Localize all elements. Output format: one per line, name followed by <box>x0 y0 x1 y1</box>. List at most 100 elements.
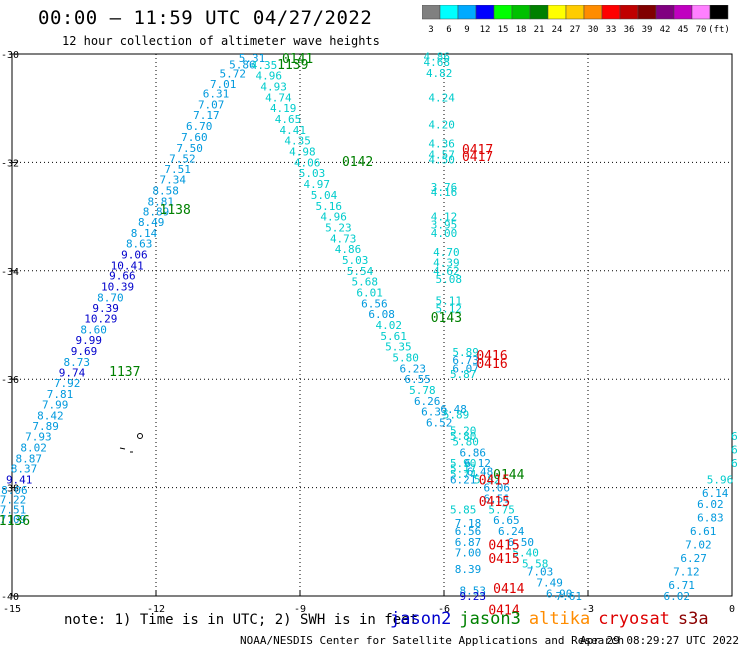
swh-value-label: 7.99 <box>42 399 69 412</box>
swh-value-label: 7.51 <box>0 503 26 516</box>
legend-jason3: jason3 <box>459 609 521 629</box>
swh-value-label: 6.33 <box>421 406 448 419</box>
swh-value-label: 6.08 <box>368 308 395 321</box>
swh-value-label: 5.23 <box>325 221 352 234</box>
swh-value-label: 4.02 <box>376 319 403 332</box>
pass-time-annotation: 0415 <box>488 539 519 554</box>
swh-value-label: 5.54 <box>347 265 374 278</box>
swh-value-label: 9.74 <box>59 367 86 380</box>
swh-value-label: 9.39 <box>92 302 119 315</box>
swh-value-label: 6.51 <box>484 492 511 505</box>
swh-value-label: 5.85 <box>450 503 477 516</box>
pass-time-annotation: 0142 <box>342 155 373 170</box>
swh-value-label: 4.19 <box>270 102 297 115</box>
swh-value-label: 3.95 <box>431 219 458 232</box>
swh-value-label: 4.20 <box>428 118 455 131</box>
swh-value-label: 6.55 <box>404 373 431 386</box>
swh-value-label: 4.93 <box>260 81 287 94</box>
swh-value-label: 5.40 <box>512 547 539 560</box>
swh-value-label: 6.07 <box>452 362 479 375</box>
pass-time-annotation: 0141 <box>282 52 313 67</box>
swh-value-label: 7.52 <box>169 153 196 166</box>
swh-value-label: 7.92 <box>54 377 81 390</box>
swh-value-label: 8.39 <box>455 563 482 576</box>
island-marker <box>137 433 143 439</box>
x-tick-label: -3 <box>582 604 594 615</box>
swh-value-label: 7.81 <box>47 388 74 401</box>
swh-value-label: 6.27 <box>680 552 707 565</box>
swh-value-label: 4.62 <box>433 265 460 278</box>
swh-value-label: 7.09 <box>0 513 26 526</box>
swh-value-label: 6.73 <box>452 354 479 367</box>
swh-value-label: 6.12 <box>464 457 491 470</box>
swh-value-label: 4.39 <box>433 257 460 270</box>
swh-value-label: 6.86 <box>460 446 487 459</box>
swh-value-label: 6.70 <box>186 120 213 133</box>
swh-value-label: 6.90 <box>546 587 573 600</box>
swh-value-label: 6.14 <box>702 487 729 500</box>
swh-value-label: 6.48 <box>467 465 494 478</box>
y-tick-label: -30 <box>1 50 19 61</box>
swh-value-label: 9.69 <box>71 345 98 358</box>
colorbar-label: 70 <box>696 25 707 35</box>
x-tick-label: -6 <box>438 604 450 615</box>
swh-value-label: 7.22 <box>0 494 26 507</box>
swh-value-label: 5.82 <box>474 473 501 486</box>
swh-value-label: 4.16 <box>431 186 458 199</box>
swh-value-label: 4.35 <box>284 135 311 148</box>
swh-value-label: 4.86 <box>335 243 362 256</box>
colorbar-label: 36 <box>624 25 635 35</box>
swh-value-label: 6.31 <box>203 88 230 101</box>
colorbar-label: 24 <box>552 25 563 35</box>
swh-points: 5.315.865.727.016.317.077.176.707.607.50… <box>0 51 738 603</box>
swh-value-label: 5.68 <box>352 276 379 289</box>
axis-ticks: -15 -12 -9 -6 -3 0-30-32-34-36-38-40 <box>1 50 735 615</box>
swh-value-label: 4.96 <box>256 70 283 83</box>
swh-value-label: 5.72 <box>220 68 247 81</box>
colorbar-label: 12 <box>480 25 491 35</box>
swh-value-label: 6.02 <box>697 498 724 511</box>
swh-value-label: 8.06 <box>1 484 28 497</box>
swh-value-label: 8.87 <box>16 452 43 465</box>
colorbar-label: 21 <box>534 25 545 35</box>
swh-value-label: 5.58 <box>522 557 549 570</box>
swh-value-label: 4.57 <box>428 148 455 161</box>
plot-frame <box>11 53 733 597</box>
colorbar-label: 42 <box>660 25 671 35</box>
colorbar-label: 9 <box>464 25 469 35</box>
swh-value-label: 5.90 <box>450 457 477 470</box>
swh-value-label: 9.99 <box>76 334 103 347</box>
pass-time-annotation: 0417 <box>462 150 493 165</box>
pass-time-annotation: 0414 <box>488 604 519 619</box>
swh-value-label: 6 <box>731 444 738 457</box>
swh-value-label: 8.60 <box>80 323 107 336</box>
colorbar-label: 6 <box>446 25 451 35</box>
island-mark <box>119 447 126 450</box>
legend-jason2: jason2 <box>390 609 452 629</box>
swh-value-label: 6 <box>731 430 738 443</box>
swh-value-label: 4.65 <box>275 113 302 126</box>
swh-value-label: 7.07 <box>198 98 225 111</box>
swh-value-label: 7.02 <box>685 539 712 552</box>
colorbar-label: 45 <box>678 25 689 35</box>
swh-value-label: 7.00 <box>455 547 482 560</box>
y-tick-label: -32 <box>1 158 19 169</box>
swh-value-label: 7.18 <box>455 517 482 530</box>
swh-value-label: 4.68 <box>424 56 451 69</box>
swh-value-label: 4.36 <box>428 137 455 150</box>
colorbar-label: 3 <box>428 25 433 35</box>
y-tick-label: -40 <box>1 592 19 603</box>
x-tick-label: 0 <box>729 604 735 615</box>
swh-value-label: 7.61 <box>556 590 583 603</box>
swh-value-label: 10.39 <box>101 281 134 294</box>
pass-time-annotation: 0415 <box>488 552 519 567</box>
swh-value-label: 8.58 <box>152 185 179 198</box>
pass-time-annotation: 1137 <box>109 365 140 380</box>
footer-note: note: 1) Time is in UTC; 2) SWH is in fe… <box>64 612 419 628</box>
swh-value-label: 4.98 <box>289 146 316 159</box>
swh-value-label: 7.17 <box>193 109 220 122</box>
colorbar-label: 33 <box>606 25 617 35</box>
chart-subtitle: 12 hour collection of altimeter wave hei… <box>62 34 380 48</box>
legend-altika: altika <box>528 609 591 629</box>
